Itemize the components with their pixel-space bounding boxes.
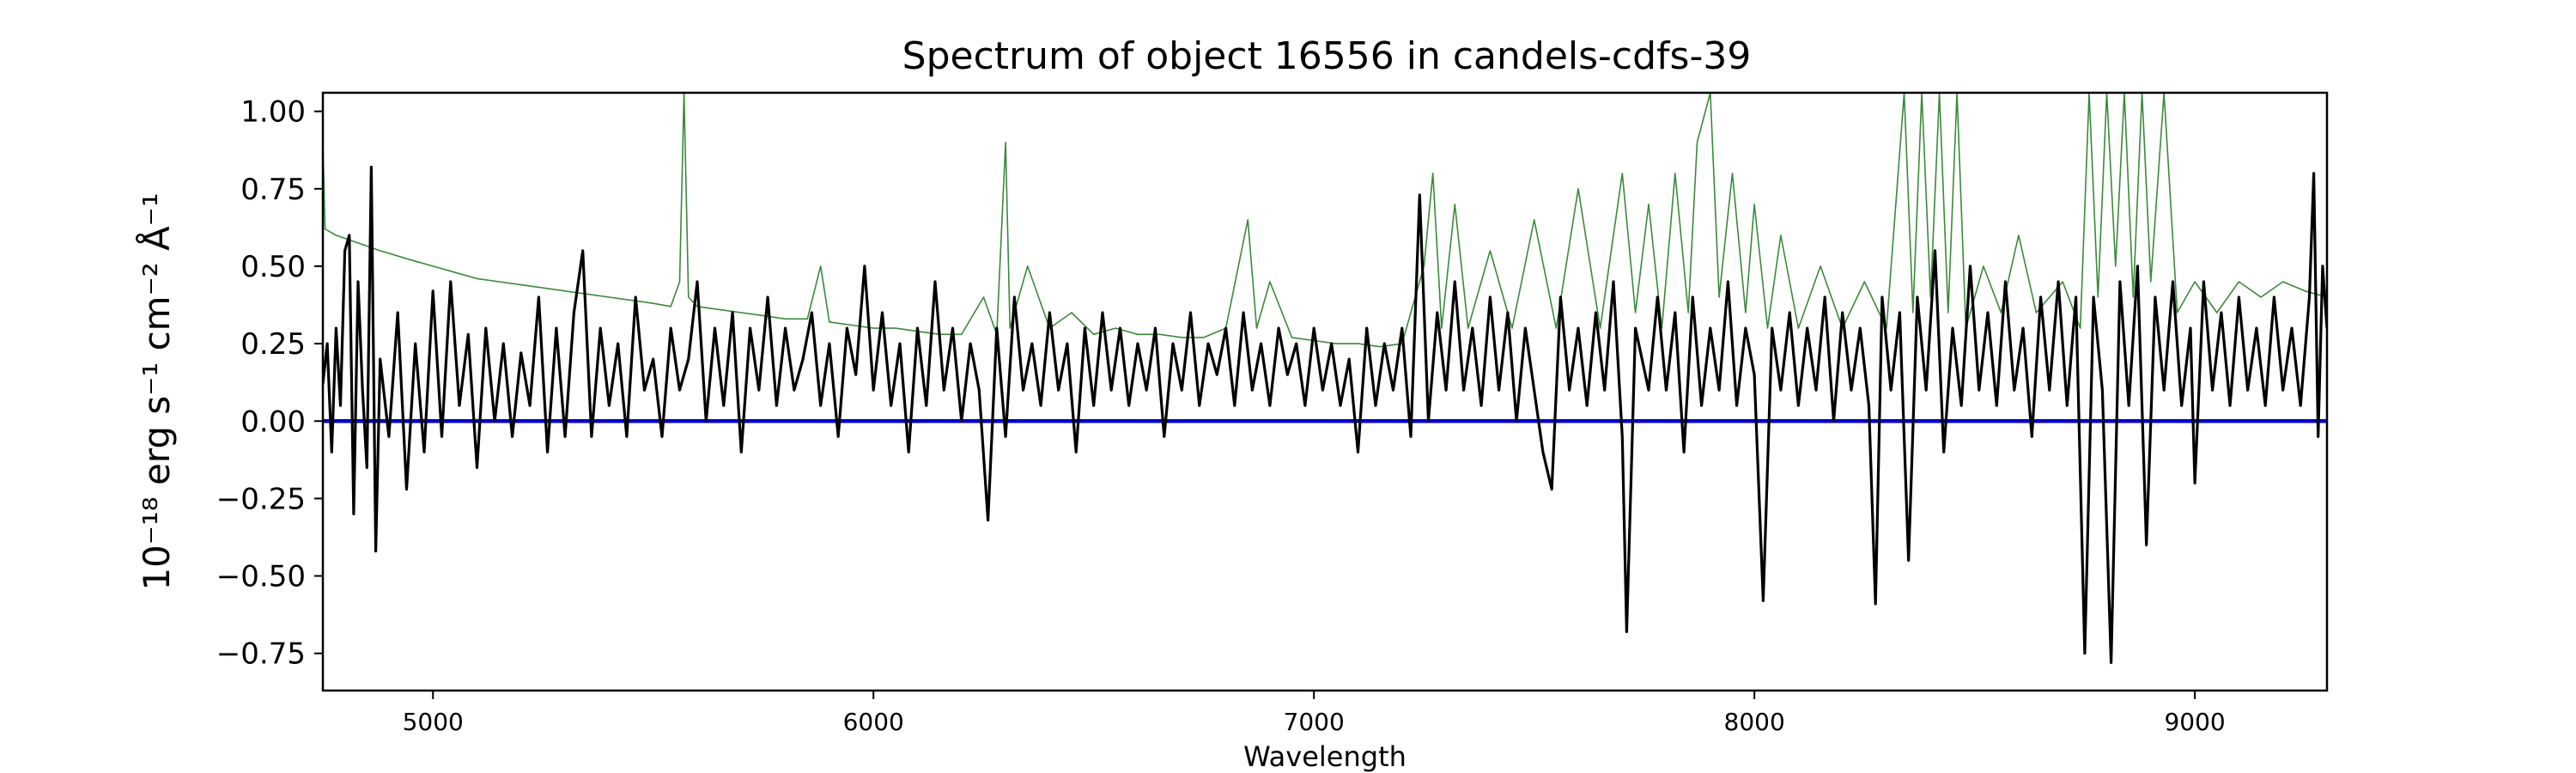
plot-area <box>321 91 2329 692</box>
x-tick-label: 7000 <box>1284 708 1345 736</box>
y-tick-label: 1.00 <box>240 95 306 130</box>
y-tick-label: −0.50 <box>216 560 306 594</box>
y-axis-ticks: −0.75 −0.50 −0.25 0.00 0.25 0.50 0.75 1.00 <box>216 95 323 672</box>
flux-series-line <box>323 165 2327 665</box>
y-tick-label: 0.50 <box>240 250 306 284</box>
x-tick-label: 6000 <box>843 708 904 736</box>
x-tick-label: 9000 <box>2164 708 2225 736</box>
chart-title: Spectrum of object 16556 in candels-cdfs… <box>902 34 1752 78</box>
y-tick-label: 0.00 <box>240 405 306 439</box>
axes-frame <box>321 91 2329 692</box>
y-tick-label: −0.75 <box>216 637 306 672</box>
y-tick-label: −0.25 <box>216 482 306 516</box>
x-tick-label: 8000 <box>1724 708 1785 736</box>
x-axis-ticks: 5000 6000 7000 8000 9000 <box>403 691 2226 736</box>
y-tick-label: 0.75 <box>240 173 306 207</box>
x-axis-label: Wavelength <box>1243 740 1406 773</box>
error-series-line <box>323 93 2327 348</box>
series-layer <box>323 93 2327 665</box>
x-tick-label: 5000 <box>403 708 464 736</box>
y-tick-label: 0.25 <box>240 327 306 362</box>
y-axis-label: 10⁻¹⁸ erg s⁻¹ cm⁻² Å⁻¹ <box>135 192 178 590</box>
